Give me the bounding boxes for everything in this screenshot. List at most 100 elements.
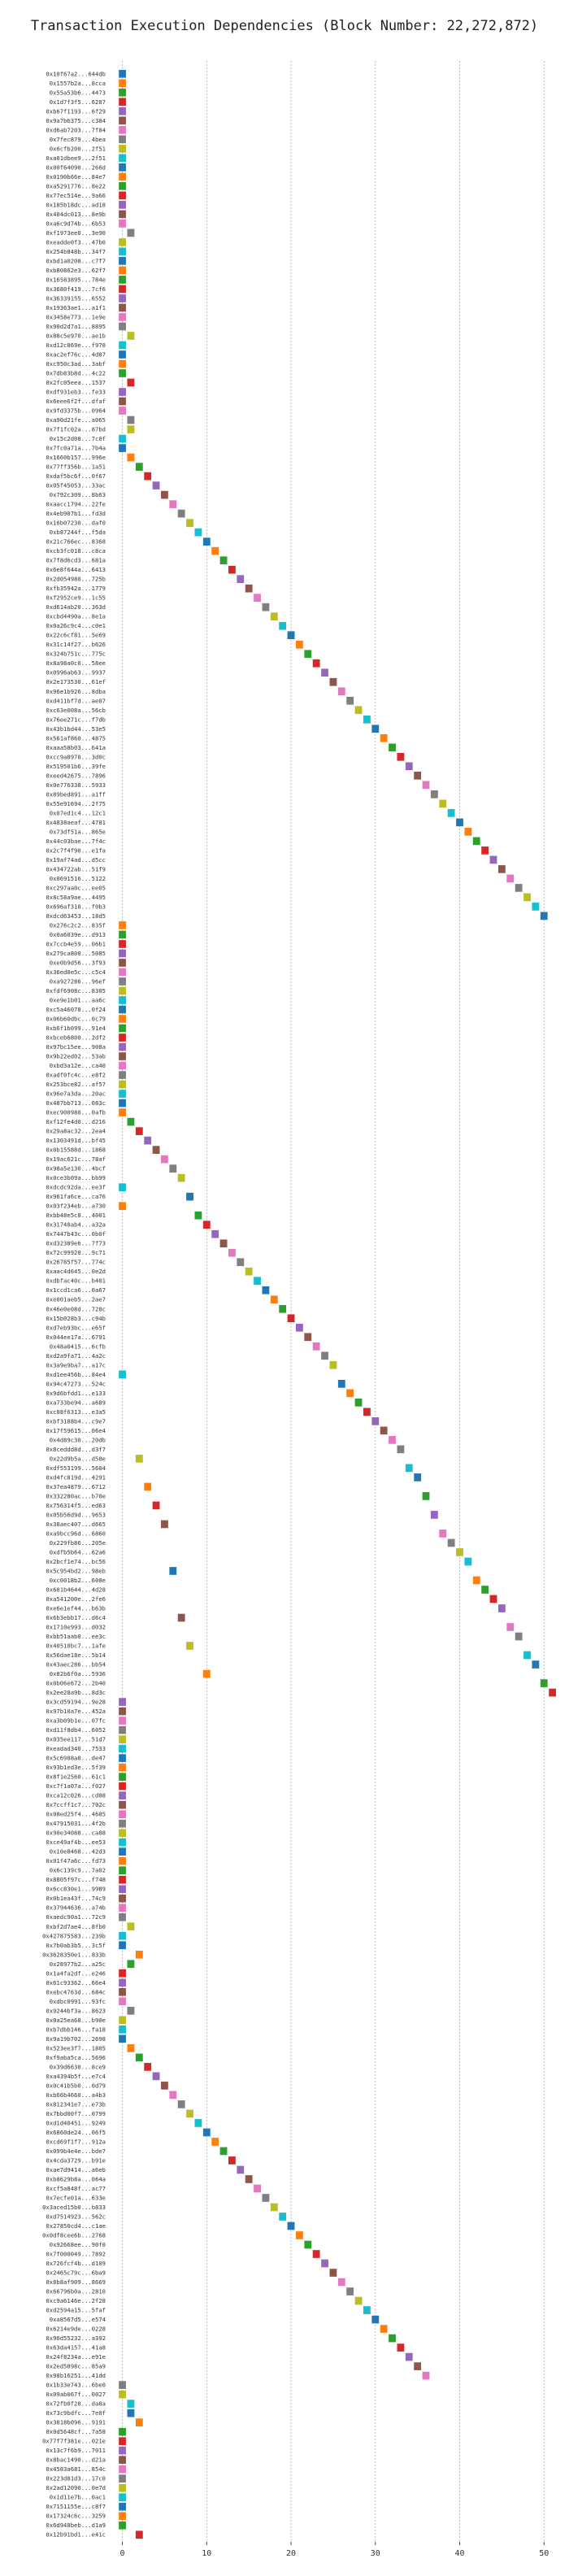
transaction-bar	[119, 1024, 126, 1033]
transaction-label: 0x961fa6ce...ca76	[46, 1193, 106, 1200]
transaction-label: 0x279ca800...5085	[46, 950, 106, 957]
transaction-bar	[119, 2483, 126, 2492]
transaction-bar	[186, 1192, 193, 1201]
transaction-bar	[211, 2138, 219, 2146]
transaction-label: 0x19af74ad...d5cc	[46, 856, 106, 864]
transaction-bar	[523, 893, 531, 902]
transaction-label: 0x40510bc7...1afe	[46, 1643, 106, 1650]
transaction-label: 0xac2ef76c...4d87	[46, 350, 106, 358]
transaction-label: 0xdf931eb3...fe33	[46, 389, 106, 396]
transaction-bar	[119, 1773, 126, 1781]
transaction-label: 0x6e8f644a...6413	[46, 566, 106, 573]
transaction-label: 0xd614ab20...363d	[46, 603, 106, 611]
transaction-label: 0x3818b096...9191	[46, 2419, 106, 2426]
transaction-bar	[119, 257, 126, 265]
transaction-label: 0x2e173530...61ef	[46, 678, 106, 685]
transaction-bar	[119, 210, 126, 219]
transaction-label: 0x09ab067f...0027	[46, 2391, 106, 2398]
transaction-label: 0xd12c869e...f970	[46, 342, 106, 349]
transaction-bar	[169, 1567, 177, 1575]
transaction-bar	[119, 397, 126, 406]
transaction-label: 0x1d7f3f5...6287	[50, 98, 106, 106]
transaction-label: 0x2bcf1e74...bc56	[46, 1558, 106, 1565]
transaction-bar	[447, 809, 455, 817]
transaction-bar	[161, 490, 168, 499]
transaction-bar	[119, 341, 126, 350]
transaction-label: 0x44c03bae...7f4c	[46, 838, 106, 845]
transaction-label: 0x0691516...5122	[50, 875, 106, 882]
transaction-bar	[119, 2446, 126, 2455]
transaction-bar	[219, 556, 228, 564]
transaction-label: 0xc9a6146e...2f28	[46, 2297, 106, 2304]
transaction-label: 0x5c6988a8...de47	[46, 1755, 106, 1762]
transaction-label: 0xb80862e3...62f7	[46, 267, 106, 274]
transaction-bar	[380, 733, 388, 742]
transaction-bar	[119, 1698, 126, 1706]
transaction-label: 0x0b15588d...1868	[46, 1147, 106, 1154]
transaction-label: 0xcc9a8978...3d0c	[46, 753, 106, 760]
transaction-bar	[177, 1173, 185, 1182]
transaction-bar	[414, 2362, 422, 2370]
transaction-label: 0x22d9b5a...d58e	[50, 1455, 106, 1462]
transaction-bar	[405, 762, 413, 771]
transaction-label: 0x6b3ebb17...d6c4	[46, 1614, 106, 1621]
transaction-bar	[119, 1090, 126, 1098]
transaction-label: 0xf12fe4d0...d216	[46, 1118, 106, 1125]
transaction-label: 0x519501b6...39fe	[46, 763, 106, 770]
transaction-label: 0x08ed25f4...4685	[46, 1811, 106, 1818]
transaction-bar	[119, 144, 126, 153]
transaction-label: 0x26785f57...774c	[46, 1259, 106, 1266]
transaction-bar	[414, 1473, 422, 1482]
transaction-label: 0xc7f1a07a...f027	[46, 1782, 106, 1790]
transaction-bar	[119, 2034, 126, 2043]
transaction-label: 0x16583895...784e	[46, 276, 106, 283]
transaction-label: 0x43b1bd44...53e5	[46, 725, 106, 733]
transaction-bar	[329, 2269, 337, 2277]
transaction-label: 0x0e776338...5933	[46, 781, 106, 789]
transaction-bar	[279, 1304, 287, 1313]
transaction-bar	[186, 1642, 193, 1650]
transaction-label: 0x0b06e672...2b40	[46, 1680, 106, 1687]
transaction-bar	[119, 1735, 126, 1743]
transaction-bar	[329, 1360, 337, 1369]
transaction-bar	[304, 1333, 312, 1342]
transaction-label: 0x15c2d08...7c0f	[50, 435, 106, 442]
transaction-label: 0x3a9e9ba7...a17c	[46, 1361, 106, 1368]
transaction-bar	[119, 107, 126, 115]
transaction-bar	[254, 2184, 261, 2193]
transaction-bar	[119, 359, 126, 368]
transaction-bar	[119, 163, 126, 172]
transaction-bar	[119, 1042, 126, 1051]
transaction-bar	[497, 865, 506, 873]
transaction-label: 0x0a25ea68...b90e	[46, 2017, 106, 2024]
transaction-label: 0x9b22ed02...53ab	[46, 1053, 106, 1060]
transaction-bar	[119, 322, 126, 331]
transaction-label: 0x726fcf4b...d109	[46, 2260, 106, 2267]
transaction-bar	[337, 1379, 345, 1388]
transaction-label: 0xd1d40451...9249	[46, 2119, 106, 2126]
transaction-label: 0x0d5648cf...7a58	[46, 2428, 106, 2435]
transaction-bar	[169, 1164, 177, 1173]
transaction-label: 0xd7eb93bc...e65f	[46, 1324, 106, 1331]
transaction-bar	[119, 285, 126, 294]
transaction-label: 0xc5a46078...0f24	[46, 1006, 106, 1013]
transaction-label: 0x01f47a6c...fd73	[46, 1857, 106, 1865]
x-tick-label: 20	[286, 2549, 296, 2558]
transaction-bar	[119, 1052, 126, 1060]
transaction-label: 0x035ee117...51d7	[46, 1736, 106, 1743]
transaction-label: 0x3458e773...1e9e	[46, 313, 106, 320]
transaction-label: 0xdf553199...5604	[46, 1464, 106, 1472]
transaction-label: 0x92668ee...90f0	[50, 2241, 106, 2248]
transaction-label: 0xca12c026...cd88	[46, 1792, 106, 1799]
transaction-label: 0xdaf5bc6f...0f67	[46, 472, 106, 480]
transaction-label: 0x12b91bd1...e41c	[46, 2531, 106, 2539]
transaction-label: 0x3680f419...7cf6	[46, 285, 106, 293]
transaction-label: 0x37944636...a74b	[46, 1904, 106, 1912]
transaction-bar	[219, 2147, 228, 2156]
transaction-label: 0x1303491d...bf45	[46, 1137, 106, 1144]
transaction-label: 0xbd3a12e...ca40	[50, 1062, 106, 1069]
transaction-label: 0x16b07230...daf0	[46, 520, 106, 527]
transaction-bar	[279, 2213, 287, 2221]
transaction-bar	[119, 276, 126, 284]
transaction-label: 0x229fb86...205e	[50, 1539, 106, 1547]
